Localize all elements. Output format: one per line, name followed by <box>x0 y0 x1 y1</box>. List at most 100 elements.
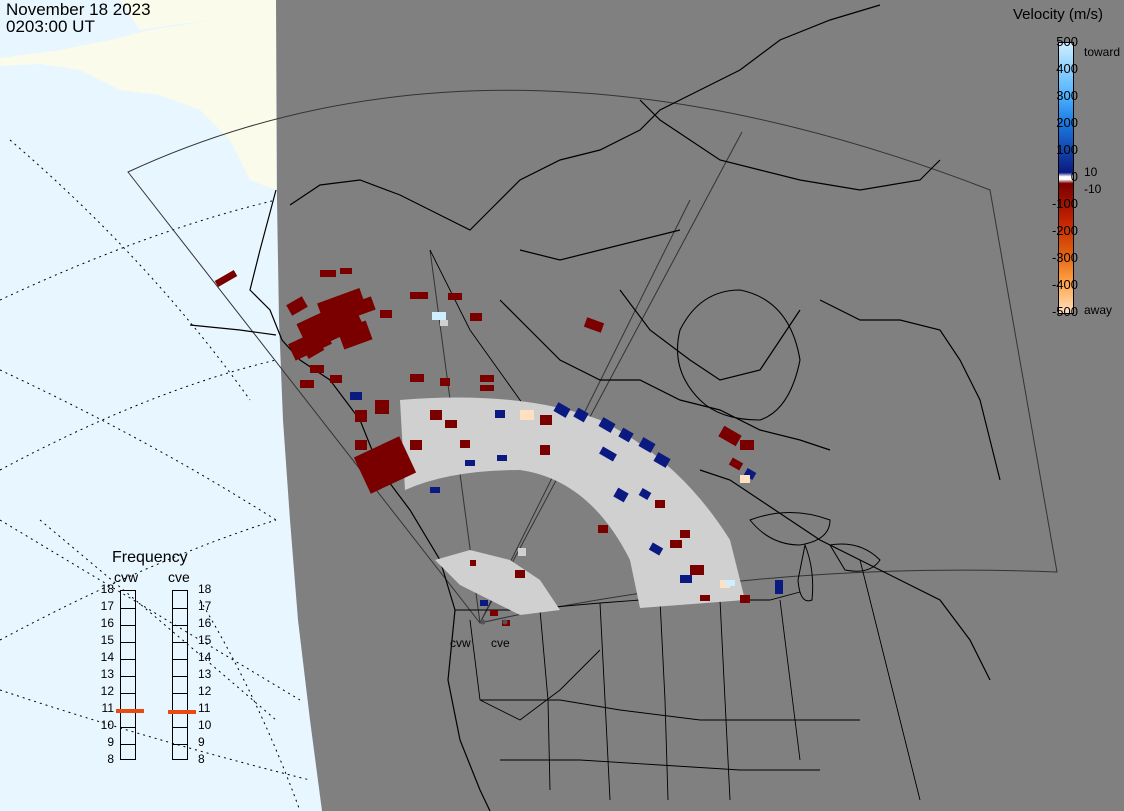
velocity-cell <box>497 455 507 461</box>
frequency-scale-label: 13 <box>100 667 114 681</box>
frequency-scale-label: 18 <box>198 582 212 596</box>
frequency-scale-label: 14 <box>100 650 114 664</box>
radar-site-cvw <box>480 619 486 625</box>
velocity-cell <box>375 400 389 414</box>
velocity-cell <box>613 487 629 503</box>
velocity-cell <box>728 457 744 471</box>
frequency-gridline <box>121 744 135 745</box>
velocity-cells <box>214 268 783 626</box>
landmass-day-north <box>120 0 276 30</box>
coastlines <box>189 4 1001 811</box>
velocity-cell <box>598 525 608 533</box>
velocity-cell <box>432 312 446 320</box>
velocity-cell <box>288 327 332 361</box>
velocity-cell <box>638 437 656 453</box>
velocity-cell <box>440 378 450 386</box>
frequency-scale-cvw <box>120 590 136 760</box>
velocity-cell <box>440 320 448 326</box>
lat-lon-grid <box>0 139 311 811</box>
velocity-cell <box>303 341 325 359</box>
frequency-scale-label: 11 <box>198 701 211 715</box>
frequency-title: Frequency <box>112 549 188 566</box>
velocity-cell <box>465 460 475 466</box>
velocity-cell <box>583 317 605 333</box>
great-lakes <box>749 512 881 602</box>
radar-label-cvw: cvw <box>450 636 471 650</box>
frequency-scale-label: 17 <box>198 599 212 613</box>
velocity-cell <box>680 575 692 583</box>
frequency-scale-label: 11 <box>101 701 114 715</box>
velocity-cell <box>320 270 336 277</box>
velocity-cell <box>573 407 589 423</box>
velocity-cell <box>553 402 571 418</box>
velocity-cell <box>680 530 690 538</box>
velocity-cell <box>618 427 634 443</box>
colorbar-tick-label: -500 <box>1051 304 1078 319</box>
velocity-cell <box>317 288 368 327</box>
frequency-gridline <box>173 676 187 677</box>
frequency-scale-label: 10 <box>198 718 212 732</box>
frequency-scale-label: 15 <box>100 633 114 647</box>
frequency-scale-label: 16 <box>198 616 212 630</box>
ground-scatter-band <box>400 397 745 608</box>
frequency-scale-label: 18 <box>100 582 114 596</box>
colorbar-tick-label: 300 <box>1056 88 1078 103</box>
frequency-scale-label: 9 <box>107 735 114 749</box>
velocity-cell <box>520 410 534 420</box>
time-label: 0203:00 UT <box>6 17 95 36</box>
velocity-cell <box>410 374 424 382</box>
velocity-cell <box>480 375 494 382</box>
velocity-cell <box>540 415 552 425</box>
velocity-cell <box>470 560 476 566</box>
velocity-cell <box>330 375 342 383</box>
velocity-cell <box>337 320 373 350</box>
frequency-gridline <box>173 642 187 643</box>
velocity-cell <box>599 446 617 462</box>
colorbar-tick-label: 200 <box>1056 115 1078 130</box>
frequency-gridline <box>173 625 187 626</box>
frequency-scale-cve <box>172 590 188 760</box>
frequency-gridline <box>173 608 187 609</box>
ground-scatter-band <box>435 550 560 615</box>
frequency-marker-cvw <box>116 708 144 713</box>
frequency-gridline <box>173 659 187 660</box>
colorbar-toward-label: toward <box>1084 45 1121 59</box>
velocity-cell <box>655 500 665 508</box>
velocity-cell <box>653 452 671 468</box>
frequency-gridline <box>121 676 135 677</box>
colorbar-minus-threshold: -10 <box>1084 182 1102 196</box>
frequency-scale-label: 13 <box>198 667 212 681</box>
frequency-scale-label: 8 <box>107 752 114 766</box>
velocity-cell <box>495 410 505 418</box>
velocity-cell <box>775 580 783 594</box>
velocity-cell <box>518 548 526 556</box>
velocity-cell <box>348 296 376 318</box>
frequency-gridline <box>121 659 135 660</box>
velocity-cell <box>740 440 754 450</box>
velocity-cell <box>598 417 616 433</box>
velocity-colorbar <box>1058 42 1074 314</box>
frequency-scale-label: 15 <box>198 633 212 647</box>
frequency-scale-label: 12 <box>100 684 114 698</box>
velocity-cell <box>353 436 417 494</box>
frequency-gridline <box>121 642 135 643</box>
frequency-scale-label: 16 <box>100 616 114 630</box>
velocity-cell <box>515 570 525 578</box>
velocity-cell <box>410 440 422 450</box>
velocity-cell <box>470 313 482 321</box>
velocity-cell <box>300 380 314 388</box>
velocity-cell <box>355 410 367 422</box>
frequency-scale-label: 12 <box>198 684 212 698</box>
frequency-gridline <box>173 727 187 728</box>
frequency-gridline <box>121 693 135 694</box>
hudson-bay <box>676 289 801 421</box>
colorbar-tick-label: 500 <box>1056 34 1078 49</box>
frequency-gridline <box>121 625 135 626</box>
colorbar-tick-label: 400 <box>1056 61 1078 76</box>
velocity-cell <box>340 268 352 274</box>
velocity-cell <box>540 445 550 455</box>
frequency-scale-label: 10 <box>100 718 114 732</box>
velocity-cell <box>430 487 440 493</box>
frequency-gridline <box>121 727 135 728</box>
